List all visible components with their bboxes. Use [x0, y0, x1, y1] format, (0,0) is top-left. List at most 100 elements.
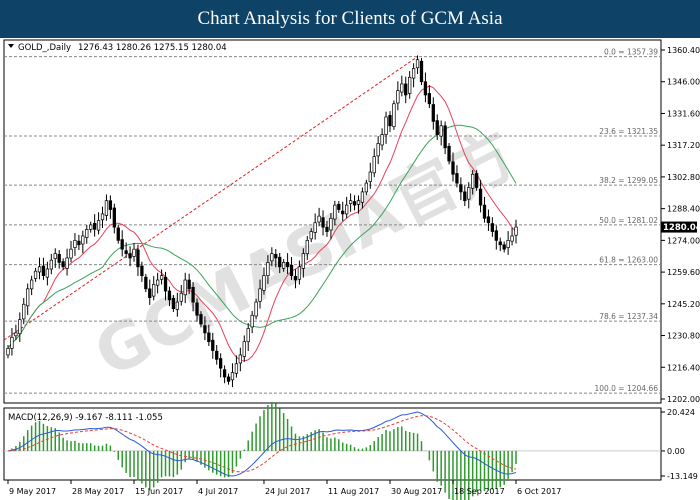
candle[interactable] [317, 207, 321, 227]
candle[interactable] [18, 312, 22, 342]
candle[interactable] [329, 213, 333, 240]
candle[interactable] [490, 217, 495, 237]
candle[interactable] [144, 273, 148, 293]
candle[interactable] [274, 249, 278, 268]
candle[interactable] [81, 230, 85, 254]
candle[interactable] [226, 373, 231, 385]
candle[interactable] [376, 136, 380, 165]
macd-signal-line[interactable] [7, 415, 517, 473]
candle[interactable] [26, 283, 30, 316]
ma-red-line[interactable] [7, 85, 517, 362]
candle[interactable] [163, 271, 168, 301]
candle[interactable] [65, 248, 69, 276]
candle[interactable] [207, 324, 211, 347]
candle[interactable] [345, 196, 349, 219]
candle[interactable] [486, 209, 491, 231]
candle[interactable] [92, 214, 97, 237]
candle[interactable] [250, 310, 254, 334]
candle[interactable] [415, 55, 420, 75]
candle[interactable] [309, 228, 313, 243]
candle[interactable] [128, 246, 132, 267]
candle[interactable] [199, 311, 203, 328]
candle[interactable] [53, 248, 57, 268]
candle[interactable] [22, 297, 26, 325]
candle[interactable] [459, 177, 463, 201]
candle[interactable] [443, 121, 447, 155]
candle[interactable] [352, 195, 357, 211]
candle[interactable] [203, 316, 207, 341]
candle[interactable] [33, 267, 38, 282]
candle[interactable] [384, 111, 388, 144]
candle[interactable] [396, 81, 400, 111]
candle[interactable] [455, 165, 459, 188]
candle[interactable] [368, 162, 372, 189]
candle[interactable] [502, 241, 506, 253]
candle[interactable] [120, 230, 124, 257]
candle[interactable] [61, 258, 65, 271]
candle[interactable] [400, 75, 404, 97]
candle[interactable] [282, 259, 286, 272]
candle[interactable] [514, 219, 518, 244]
candle[interactable] [510, 227, 514, 246]
candle[interactable] [467, 182, 471, 209]
dropdown-triangle-icon[interactable] [8, 44, 14, 48]
candle[interactable] [96, 212, 101, 235]
candle[interactable] [104, 194, 109, 221]
candle[interactable] [37, 257, 42, 280]
candle[interactable] [179, 284, 183, 306]
candle[interactable] [89, 221, 93, 233]
candle[interactable] [215, 345, 219, 365]
candle[interactable] [108, 195, 113, 219]
candle[interactable] [77, 234, 81, 251]
candle[interactable] [451, 152, 455, 182]
candle[interactable] [266, 255, 270, 284]
candle[interactable] [230, 363, 235, 388]
candle[interactable] [69, 240, 73, 263]
candle[interactable] [356, 195, 361, 214]
candle[interactable] [471, 169, 475, 195]
candle[interactable] [408, 71, 412, 99]
candle[interactable] [337, 201, 341, 213]
candle[interactable] [29, 275, 34, 296]
candle[interactable] [6, 345, 10, 359]
candle[interactable] [321, 210, 325, 236]
candle[interactable] [372, 148, 376, 178]
candle[interactable] [258, 279, 262, 309]
candle[interactable] [313, 213, 317, 240]
candle[interactable] [285, 253, 290, 275]
candle[interactable] [136, 244, 140, 277]
candle[interactable] [388, 111, 392, 133]
candle[interactable] [447, 142, 451, 165]
candle[interactable] [148, 279, 152, 305]
candle[interactable] [167, 286, 172, 307]
candle[interactable] [14, 324, 18, 341]
candle[interactable] [171, 295, 176, 312]
candle[interactable] [57, 250, 61, 269]
candle[interactable] [482, 196, 487, 223]
candle[interactable] [191, 282, 195, 312]
candle[interactable] [155, 272, 160, 294]
candle[interactable] [85, 225, 89, 244]
candle[interactable] [238, 347, 242, 372]
candle[interactable] [297, 260, 302, 285]
candle[interactable] [262, 267, 266, 295]
candle[interactable] [364, 179, 369, 196]
candle[interactable] [246, 323, 250, 351]
candle[interactable] [463, 185, 467, 206]
candle[interactable] [211, 332, 215, 359]
candle[interactable] [380, 128, 384, 151]
candle[interactable] [419, 57, 424, 86]
candle[interactable] [124, 242, 128, 258]
candle[interactable] [325, 220, 329, 237]
candle[interactable] [278, 252, 282, 274]
candle[interactable] [45, 261, 50, 286]
candle[interactable] [411, 63, 416, 88]
candle[interactable] [270, 247, 274, 267]
candle[interactable] [498, 237, 502, 252]
candle[interactable] [305, 236, 309, 260]
candle[interactable] [152, 276, 156, 301]
macd-main-line[interactable] [7, 411, 517, 477]
candle[interactable] [506, 231, 510, 255]
candle[interactable] [140, 261, 144, 282]
